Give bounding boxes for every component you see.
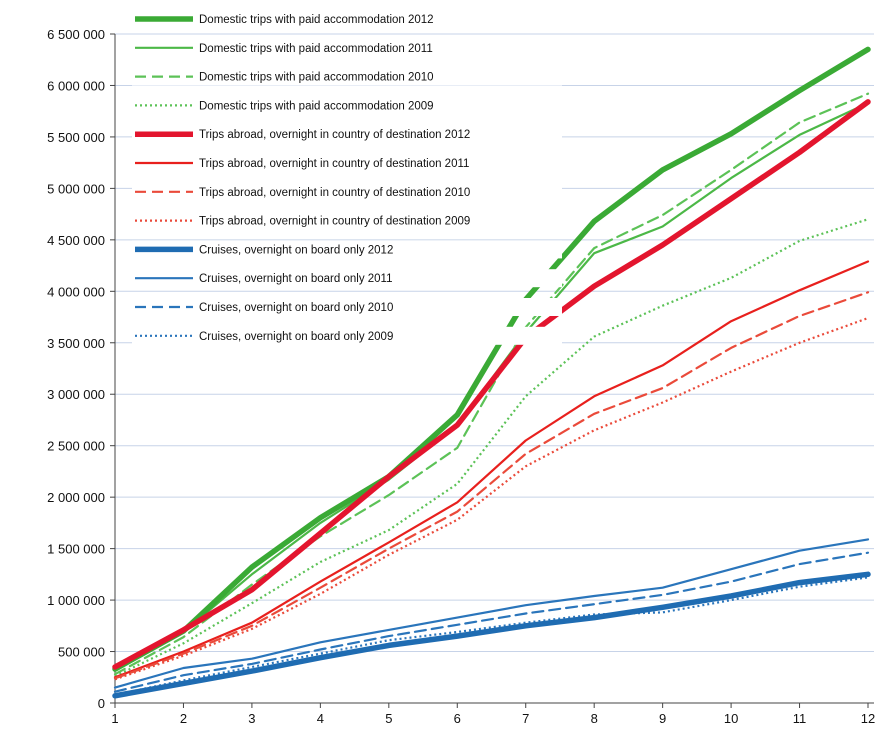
series-line [113, 260, 870, 679]
legend-row-bg [132, 38, 562, 57]
legend-label: Domestic trips with paid accommodation 2… [199, 43, 433, 55]
series-line [112, 99, 871, 670]
legend-label: Trips abroad, overnight in country of de… [199, 129, 470, 141]
legend: Domestic trips with paid accommodation 2… [132, 10, 562, 345]
series-line [114, 576, 869, 696]
x-tick-label: 4 [317, 711, 324, 726]
legend-label: Domestic trips with paid accommodation 2… [199, 100, 434, 112]
legend-row-bg [132, 10, 562, 28]
legend-row-bg [132, 96, 562, 115]
x-tick-label: 9 [659, 711, 666, 726]
y-tick-label: 6 500 000 [47, 27, 105, 42]
y-tick-label: 4 000 000 [47, 284, 105, 299]
legend-row-bg [132, 182, 562, 201]
x-tick-label: 6 [454, 711, 461, 726]
legend-row-bg [132, 269, 562, 288]
y-tick-label: 3 500 000 [47, 336, 105, 351]
legend-row-bg [132, 240, 562, 259]
x-tick-label: 11 [793, 711, 807, 726]
y-tick-label: 0 [98, 696, 105, 711]
legend-label: Cruises, overnight on board only 2009 [199, 331, 393, 343]
x-tick-label: 3 [248, 711, 255, 726]
legend-row-bg [132, 125, 562, 144]
series-line [112, 46, 871, 672]
series-line [114, 317, 869, 681]
series-lines [112, 46, 871, 699]
legend-label: Domestic trips with paid accommodation 2… [199, 14, 434, 26]
x-tick-label: 7 [522, 711, 529, 726]
legend-label: Trips abroad, overnight in country of de… [199, 158, 469, 170]
y-tick-label: 3 000 000 [47, 387, 105, 402]
series-line [114, 218, 869, 678]
legend-row-bg [132, 154, 562, 172]
series-line [113, 538, 870, 689]
series-line [112, 571, 871, 699]
x-tick-label: 10 [724, 711, 738, 726]
legend-label: Cruises, overnight on board only 2010 [199, 302, 393, 314]
legend-label: Trips abroad, overnight in country of de… [199, 216, 470, 228]
y-tick-label: 5 000 000 [47, 181, 105, 196]
legend-label: Trips abroad, overnight in country of de… [199, 187, 470, 199]
y-tick-label: 2 000 000 [47, 490, 105, 505]
x-tick-label: 12 [861, 711, 875, 726]
legend-label: Cruises, overnight on board only 2011 [199, 273, 393, 285]
legend-row-bg [132, 211, 562, 230]
y-tick-label: 1 500 000 [47, 542, 105, 557]
legend-label: Cruises, overnight on board only 2012 [199, 244, 393, 256]
x-tick-label: 2 [180, 711, 187, 726]
legend-label: Domestic trips with paid accommodation 2… [199, 72, 434, 84]
x-tick-label: 5 [385, 711, 392, 726]
legend-row-bg [132, 298, 562, 316]
y-tick-label: 2 500 000 [47, 439, 105, 454]
series-line [113, 92, 870, 676]
x-tick-label: 1 [111, 711, 118, 726]
axes: 0 500 000 1 000 000 1 500 000 2 000 000 2 500… [47, 27, 875, 726]
x-tick-label: 8 [591, 711, 598, 726]
y-tick-label: 6 000 000 [47, 78, 105, 93]
y-tick-label: 1 000 000 [47, 593, 105, 608]
y-tick-label: 5 500 000 [47, 130, 105, 145]
series-line [113, 551, 870, 693]
y-tick-label: 4 500 000 [47, 233, 105, 248]
legend-row-bg [132, 67, 562, 86]
series-line [113, 291, 870, 680]
y-tick-label: 500 000 [58, 645, 105, 660]
legend-row-bg [132, 326, 562, 345]
